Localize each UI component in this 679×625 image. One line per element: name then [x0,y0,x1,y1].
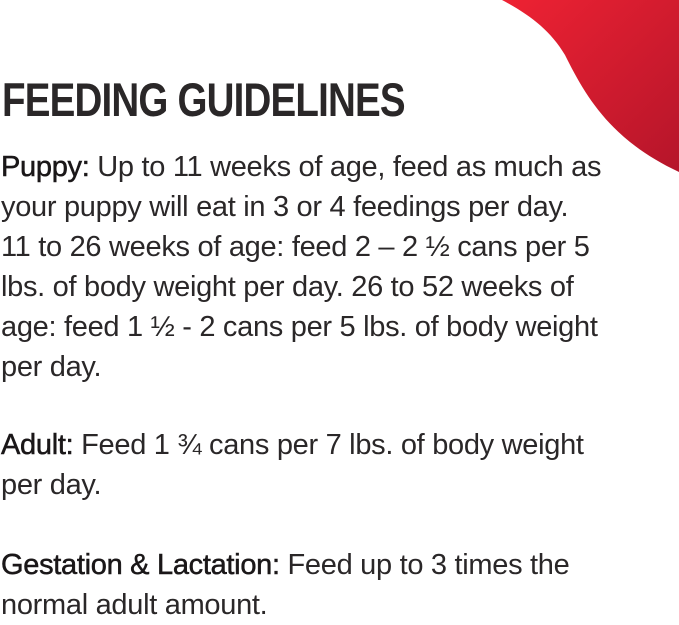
puppy-guideline: Puppy: Up to 11 weeks of age, feed as mu… [1,147,602,387]
gestation-label: Gestation & Lactation: [1,549,281,582]
puppy-label: Puppy: [1,151,90,184]
text-line: per day. [1,469,102,501]
text-line: per day. [1,351,102,383]
page-title: FEEDING GUIDELINES [2,73,406,126]
text-line: age: feed 1 ½ - 2 cans per 5 lbs. of bod… [1,311,598,343]
adult-guideline: Adult: Feed 1 ¾ cans per 7 lbs. of body … [1,425,584,505]
gestation-guideline: Gestation & Lactation: Feed up to 3 time… [1,545,570,625]
text-line: normal adult amount. [1,589,268,621]
text-line: 11 to 26 weeks of age: feed 2 – 2 ½ cans… [1,231,590,263]
adult-label: Adult: [1,429,74,462]
text-line: Feed 1 ¾ cans per 7 lbs. of body weight [73,429,584,461]
text-line: lbs. of body weight per day. 26 to 52 we… [1,271,574,303]
text-line: your puppy will eat in 3 or 4 feedings p… [1,191,569,223]
text-line: Feed up to 3 times the [279,549,570,581]
text-line: Up to 11 weeks of age, feed as much as [89,151,602,183]
